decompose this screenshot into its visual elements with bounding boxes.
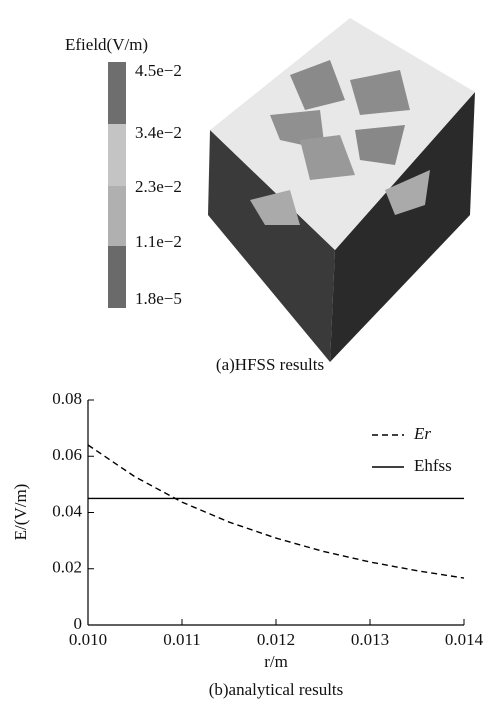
x-tick-label: 0.010 xyxy=(69,630,107,649)
x-axis-label: r/m xyxy=(264,652,288,671)
legend-label: Ehfss xyxy=(414,456,452,475)
field-render xyxy=(208,18,475,362)
series-line xyxy=(88,445,464,578)
figure: Efield(V/m) 4.5e−2 3.4e−2 2.3e−2 1.1e−2 … xyxy=(0,0,485,713)
colorbar: Efield(V/m) 4.5e−2 3.4e−2 2.3e−2 1.1e−2 … xyxy=(65,35,182,308)
legend-label: Er xyxy=(413,424,431,443)
y-tick-label: 0.04 xyxy=(52,501,82,520)
caption: (a)HFSS results xyxy=(216,355,324,374)
colorbar-segment xyxy=(108,186,126,246)
colorbar-segment xyxy=(108,62,126,124)
colorbar-label: 3.4e−2 xyxy=(135,123,182,142)
y-tick-label: 0.02 xyxy=(52,558,82,577)
caption: (b)analytical results xyxy=(209,680,344,699)
x-tick-label: 0.014 xyxy=(445,630,484,649)
colorbar-title: Efield(V/m) xyxy=(65,35,148,54)
colorbar-label: 2.3e−2 xyxy=(135,177,182,196)
page: Efield(V/m) 4.5e−2 3.4e−2 2.3e−2 1.1e−2 … xyxy=(0,0,485,713)
colorbar-segment xyxy=(108,124,126,186)
colorbar-segment xyxy=(108,246,126,308)
colorbar-label: 4.5e−2 xyxy=(135,61,182,80)
x-tick-label: 0.012 xyxy=(257,630,295,649)
x-tick-label: 0.011 xyxy=(163,630,201,649)
y-tick-label: 0.06 xyxy=(52,445,82,464)
colorbar-label: 1.8e−5 xyxy=(135,289,182,308)
colorbar-label: 1.1e−2 xyxy=(135,232,182,251)
x-tick-label: 0.013 xyxy=(351,630,389,649)
y-axis-label: E/(V/m) xyxy=(11,484,30,541)
y-tick-label: 0.08 xyxy=(52,389,82,408)
